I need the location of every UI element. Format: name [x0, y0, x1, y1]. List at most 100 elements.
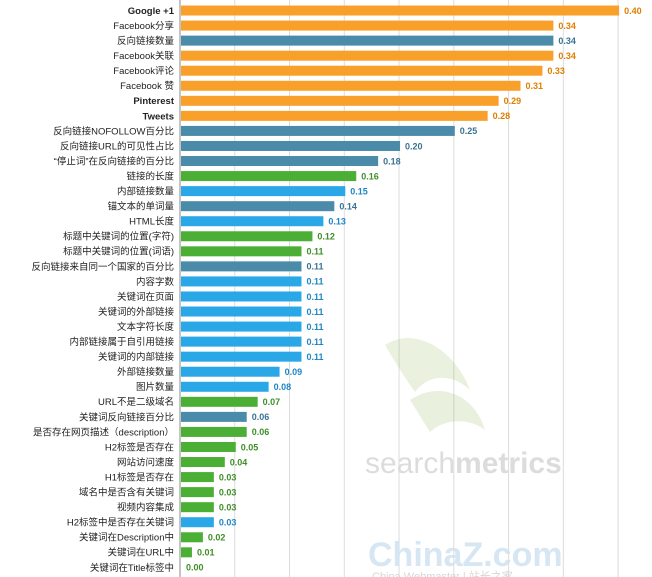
bar: [181, 366, 280, 377]
category-label: 锚文本的单词量: [107, 201, 174, 213]
category-label: 是否存在网页描述（description）: [33, 426, 174, 438]
value-label: 0.02: [208, 533, 226, 543]
category-label: 反向链接来自同一个国家的百分比: [31, 261, 174, 273]
bar: [181, 140, 401, 151]
bar: [181, 336, 302, 347]
value-label: 0.11: [306, 337, 323, 347]
category-label: 视频内容集成: [117, 502, 175, 514]
category-label: 文本字符长度: [117, 321, 175, 333]
value-label: 0.11: [306, 352, 323, 362]
bar: [181, 171, 357, 182]
bar: [181, 276, 302, 287]
category-label: 内部链接数量: [117, 186, 175, 198]
bar: [181, 426, 247, 437]
value-label: 0.00: [186, 563, 204, 573]
category-label: 标题中关键词的位置(词语): [63, 246, 174, 258]
category-label: Pinterest: [133, 96, 174, 107]
category-label: 域名中是否含有关键词: [79, 487, 174, 499]
category-label: 关键词的外部链接: [98, 306, 175, 318]
bar: [181, 65, 543, 76]
value-label: 0.03: [219, 487, 237, 497]
category-label: 内容字数: [136, 276, 175, 288]
bar: [181, 517, 214, 528]
value-label: 0.01: [197, 548, 215, 558]
category-label: H2标签中是否存在关键词: [67, 517, 174, 529]
value-label: 0.03: [219, 502, 237, 512]
bar: [181, 381, 269, 392]
category-label: 链接的长度: [126, 170, 174, 182]
value-label: 0.25: [460, 126, 478, 136]
bar: [181, 246, 302, 257]
category-label: 关键词在Title标签中: [90, 562, 174, 574]
bar: [181, 351, 302, 362]
bar: [181, 502, 214, 513]
bar: [181, 261, 302, 272]
bar: [181, 20, 554, 31]
value-label: 0.31: [526, 81, 544, 91]
category-label: 关键词在页面: [117, 291, 174, 303]
value-label: 0.40: [624, 6, 642, 16]
value-label: 0.11: [306, 292, 323, 302]
bar: [181, 291, 302, 302]
bars: [181, 5, 620, 558]
chinaz-watermark: ChinaZ.com: [368, 536, 563, 574]
category-label: H2标签是否存在: [105, 441, 174, 453]
category-label: 反向链接URL的可见性占比: [60, 140, 174, 152]
bar: [181, 110, 488, 121]
category-label: 外部链接数量: [117, 366, 175, 378]
bar: [181, 547, 192, 558]
value-label: 0.20: [405, 141, 423, 151]
value-label: 0.04: [230, 457, 248, 467]
value-label: 0.06: [252, 412, 270, 422]
category-label: HTML长度: [129, 216, 174, 228]
bar: [181, 472, 214, 483]
value-label: 0.29: [504, 96, 522, 106]
category-label: 反向链接数量: [117, 35, 175, 47]
bar: [181, 532, 203, 543]
value-label: 0.15: [350, 186, 368, 196]
category-label: 关键词反向链接百分比: [79, 411, 174, 423]
category-label: 图片数量: [136, 381, 175, 393]
value-label: 0.34: [558, 51, 576, 61]
value-label: 0.34: [558, 36, 576, 46]
value-label: 0.28: [493, 111, 511, 121]
bar: [181, 411, 247, 422]
bar: [181, 125, 455, 136]
value-label: 0.14: [339, 201, 357, 211]
category-label: 关键词在Description中: [79, 532, 174, 544]
bar: [181, 50, 554, 61]
category-label: Facebook分享: [113, 20, 174, 32]
value-label: 0.12: [317, 232, 335, 242]
category-label: H1标签是否存在: [105, 471, 174, 483]
searchmetrics-watermark-part1: search: [365, 447, 455, 480]
value-label: 0.34: [558, 21, 576, 31]
value-label: 0.13: [328, 217, 346, 227]
svg-text:searchmetrics: searchmetrics: [365, 447, 562, 480]
bar: [181, 156, 379, 167]
value-label: 0.09: [285, 367, 303, 377]
value-label: 0.11: [306, 322, 323, 332]
category-label: 关键词的内部链接: [98, 351, 175, 363]
value-label: 0.11: [306, 247, 323, 257]
category-label: Facebook评论: [113, 65, 174, 77]
value-label: 0.33: [547, 66, 565, 76]
category-label: Google +1: [128, 6, 175, 17]
category-label: 内部链接属于自引用链接: [69, 336, 174, 348]
value-label: 0.16: [361, 171, 379, 181]
watermark-layer: searchmetrics ChinaZ.com China Webmaster…: [365, 337, 563, 577]
category-label: “停止词”在反向链接的百分比: [54, 155, 174, 167]
category-label: 反向链接NOFOLLOW百分比: [53, 125, 174, 137]
bar: [181, 201, 335, 212]
bar: [181, 441, 236, 452]
bar: [181, 80, 521, 91]
category-label: 网站访问速度: [117, 456, 175, 468]
bar: [181, 216, 324, 227]
category-label: Facebook关联: [113, 50, 174, 62]
value-labels: 0.40 0.34 0.34 0.34 0.330.31 0.29 0.28 0.25 0.20…: [186, 6, 642, 573]
value-label: 0.07: [263, 397, 281, 407]
value-label: 0.08: [274, 382, 292, 392]
searchmetrics-watermark-part2: metrics: [455, 447, 562, 480]
bar: [181, 186, 346, 197]
